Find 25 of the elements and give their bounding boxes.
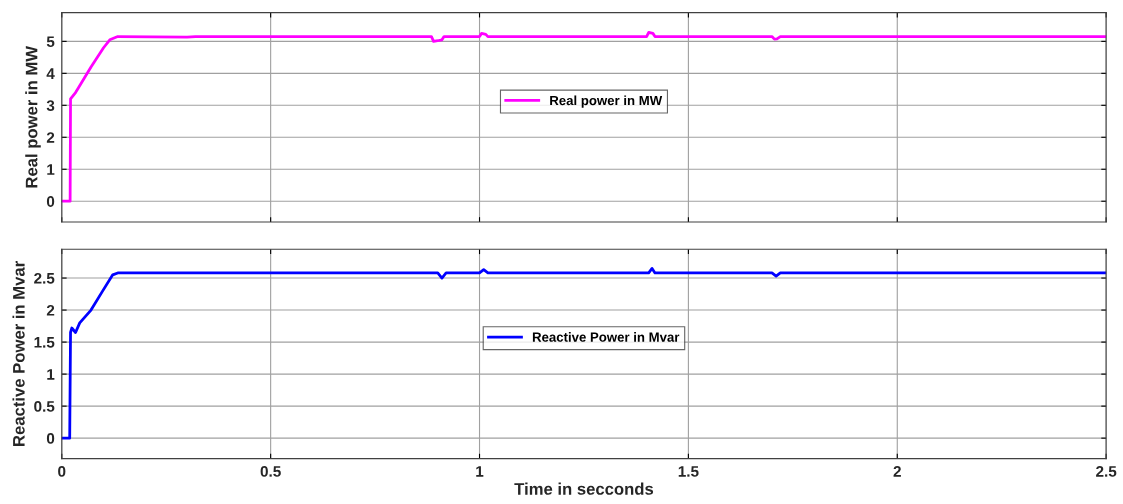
y-tick-label: 2.5 — [34, 272, 55, 284]
y-tick-label: 1.5 — [34, 337, 55, 348]
x-tick-label: 2 — [893, 465, 901, 477]
y-tick-label: 0.5 — [34, 401, 55, 412]
y-tick-label: 5 — [46, 36, 55, 48]
y-axis-title: Real power in MW — [25, 46, 41, 188]
y-tick-label: 0 — [46, 196, 55, 207]
legend-label: Reactive Power in Mvar — [532, 332, 680, 342]
line-series — [61, 31, 1107, 203]
x-tick-label: 0.5 — [260, 465, 281, 477]
y-tick-label: 4 — [46, 68, 55, 79]
y-tick-label: 1 — [47, 369, 55, 380]
legend-label: Real power in MW — [550, 95, 663, 108]
line-series — [61, 267, 1107, 440]
x-tick-label: 1 — [476, 466, 484, 477]
x-tick-label: 0 — [58, 465, 66, 477]
x-tick-label: 2.5 — [1096, 465, 1117, 477]
y-tick-label: 1 — [47, 164, 55, 175]
y-axis-title: Reactive Power in Mvar — [12, 261, 25, 446]
y-tick-label: 2 — [46, 132, 55, 143]
y-tick-label: 0 — [46, 433, 55, 444]
y-tick-label: 2 — [46, 304, 55, 316]
x-tick-label: 1.5 — [678, 466, 699, 477]
y-tick-label: 3 — [46, 100, 55, 112]
x-axis-title: Time in secconds — [514, 482, 654, 495]
